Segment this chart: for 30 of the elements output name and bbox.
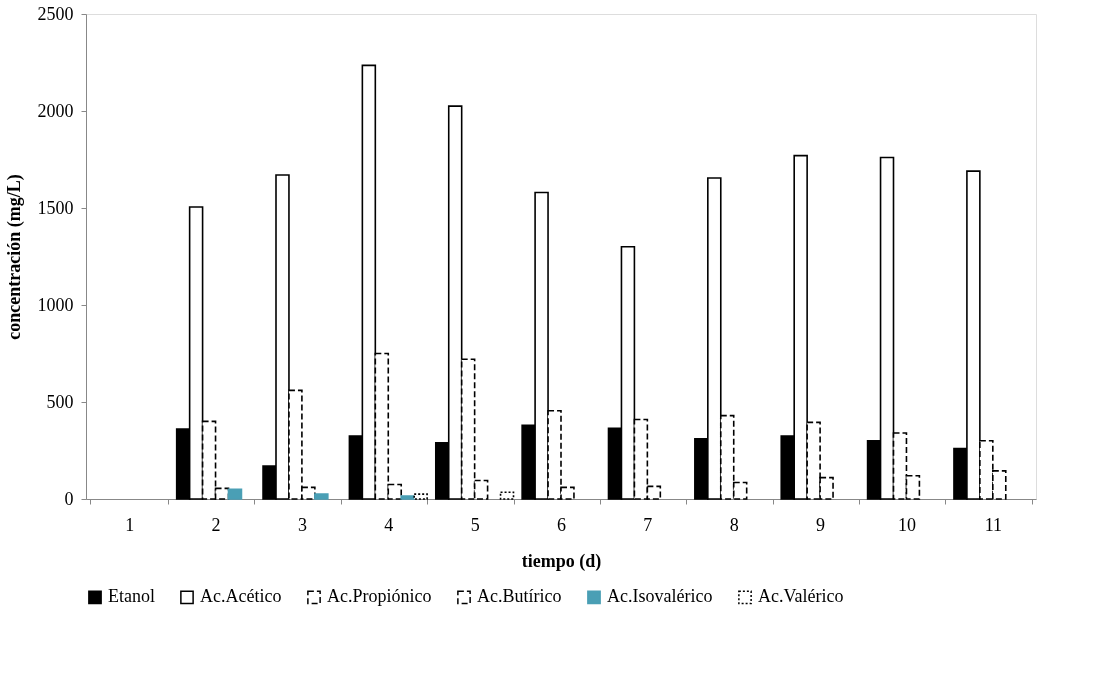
x-tick-label: 11 bbox=[984, 514, 1002, 535]
legend-label: Ac.Propiónico bbox=[327, 586, 432, 607]
legend-label: Ac.Isovalérico bbox=[607, 586, 713, 607]
x-tick-label: 2 bbox=[211, 514, 221, 535]
x-tick-label: 5 bbox=[470, 514, 480, 535]
y-axis-title: concentración (mg/L) bbox=[3, 174, 25, 340]
bar bbox=[227, 488, 243, 500]
x-axis-title: tiempo (d) bbox=[521, 550, 602, 572]
y-tick-label: 1000 bbox=[37, 294, 74, 315]
x-tick-label: 3 bbox=[297, 514, 307, 535]
bar bbox=[413, 493, 428, 500]
legend-label: Etanol bbox=[108, 586, 155, 607]
legend-label: Ac.Butírico bbox=[477, 586, 562, 607]
x-tick-label: 6 bbox=[557, 514, 566, 535]
legend-label: Ac.Acético bbox=[200, 586, 282, 607]
bar bbox=[400, 495, 415, 500]
x-tick-label: 1 bbox=[125, 514, 135, 535]
x-tick-label: 4 bbox=[384, 514, 394, 535]
bar bbox=[499, 491, 515, 500]
y-tick-label: 500 bbox=[46, 391, 74, 412]
x-tick-label: 7 bbox=[643, 514, 653, 535]
y-tick-label: 2000 bbox=[37, 100, 74, 121]
y-tick-label: 1500 bbox=[37, 197, 74, 218]
x-tick-label: 9 bbox=[816, 514, 826, 535]
y-tick-label: 0 bbox=[64, 488, 74, 509]
x-tick-label: 8 bbox=[729, 514, 739, 535]
bar bbox=[314, 493, 329, 500]
x-tick-label: 10 bbox=[897, 514, 916, 535]
y-tick-label: 2500 bbox=[37, 3, 74, 24]
legend-label: Ac.Valérico bbox=[758, 586, 844, 607]
